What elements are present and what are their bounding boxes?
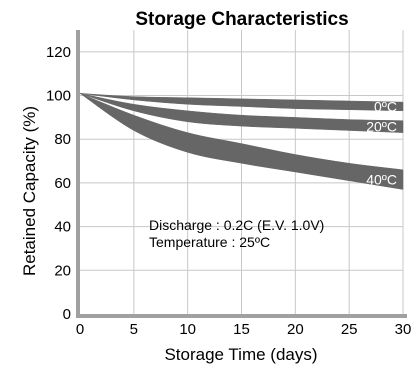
band-label: 40ºC <box>366 172 397 188</box>
x-tick-label: 0 <box>76 321 84 338</box>
x-tick-label: 5 <box>130 321 138 338</box>
y-tick-label: 120 <box>46 44 71 61</box>
tick-labels: 0 5 10 15 20 25 30 0 20 40 60 80 100 120 <box>46 44 411 338</box>
chart-title: Storage Characteristics <box>135 9 348 30</box>
annotation-temperature: Temperature : 25ºC <box>149 234 270 250</box>
y-tick-label: 40 <box>54 219 71 236</box>
x-tick-label: 15 <box>233 321 250 338</box>
y-tick-label: 60 <box>54 175 71 192</box>
y-tick-label: 0 <box>63 306 71 323</box>
y-tick-label: 80 <box>54 131 71 148</box>
band-label: 0ºC <box>374 98 397 114</box>
y-tick-label: 20 <box>54 262 71 279</box>
band-0c <box>79 93 404 112</box>
band-40c <box>79 93 404 190</box>
band-20c <box>79 93 404 133</box>
series-bands <box>79 93 404 190</box>
band-labels: 0ºC 20ºC 40ºC <box>366 98 397 187</box>
band-label: 20ºC <box>366 119 397 135</box>
y-axis-line <box>76 30 80 318</box>
x-axis-line <box>76 314 407 318</box>
y-tick-label: 100 <box>46 88 71 105</box>
x-axis-title: Storage Time (days) <box>164 345 317 364</box>
axes <box>76 30 407 318</box>
x-tick-label: 30 <box>395 321 412 338</box>
x-tick-label: 10 <box>179 321 196 338</box>
y-axis-title: Retained Capacity (%) <box>20 106 39 276</box>
x-tick-label: 25 <box>341 321 358 338</box>
x-tick-label: 20 <box>287 321 304 338</box>
annotation-discharge: Discharge : 0.2C (E.V. 1.0V) <box>149 217 324 233</box>
